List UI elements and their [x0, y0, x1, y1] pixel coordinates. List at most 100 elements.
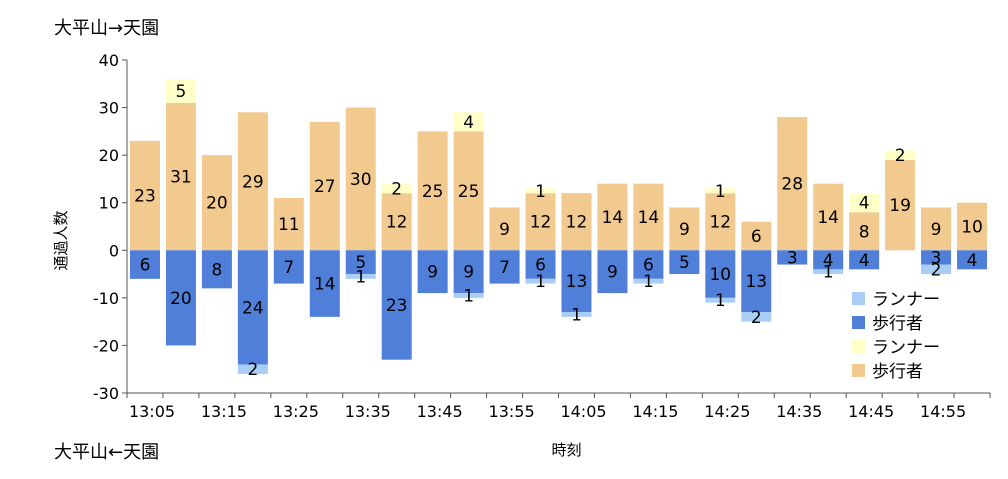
- data-label: 5: [679, 253, 690, 273]
- bar-segment: [381, 250, 412, 360]
- bar-segment: [561, 312, 592, 317]
- x-tick-label: 13:25: [273, 402, 319, 421]
- data-label: 1: [535, 182, 546, 202]
- data-label: 9: [427, 263, 438, 283]
- bar-segment: [417, 250, 448, 294]
- bottom-direction-label: 大平山←天園: [54, 442, 160, 463]
- bar-segment: [813, 183, 844, 251]
- data-label: 4: [463, 113, 474, 133]
- data-label: 3: [931, 248, 942, 268]
- x-tick-label: 14:05: [560, 402, 606, 421]
- y-tick-label: -30: [93, 384, 119, 403]
- bar-segment: [957, 250, 988, 270]
- bar-segment: [165, 102, 196, 251]
- bar-segment: [345, 274, 376, 279]
- x-tick-label: 13:35: [345, 402, 391, 421]
- data-label: 4: [859, 194, 870, 214]
- data-label: 1: [463, 286, 474, 306]
- legend-swatch: [852, 364, 865, 377]
- data-label: 20: [170, 289, 192, 309]
- x-tick-label: 14:55: [920, 402, 966, 421]
- data-label: 4: [823, 251, 834, 271]
- bar-segment: [453, 112, 484, 132]
- bar-segment: [597, 183, 628, 251]
- bar-segment: [957, 202, 988, 251]
- data-label: 12: [566, 213, 588, 233]
- data-label: 12: [386, 213, 408, 233]
- bar-segment: [633, 250, 664, 279]
- bar-segment: [813, 269, 844, 275]
- data-label: 14: [638, 208, 660, 228]
- data-label: 6: [535, 256, 546, 276]
- data-label: 25: [458, 182, 480, 202]
- bar-segment: [705, 250, 736, 298]
- data-label: 8: [211, 260, 222, 280]
- bar-segment: [669, 250, 700, 275]
- data-label: 2: [247, 360, 258, 380]
- bar-segment: [741, 250, 772, 313]
- bar-segment: [525, 250, 556, 279]
- data-label: 7: [499, 258, 510, 278]
- legend-label: 歩行者: [872, 362, 923, 382]
- bar-segment: [561, 250, 592, 313]
- bar-segment: [597, 250, 628, 294]
- x-tick-label: 14:15: [632, 402, 678, 421]
- data-label: 1: [823, 263, 834, 283]
- bar-segment: [273, 250, 304, 284]
- data-label: 4: [967, 251, 978, 271]
- bar-segment: [525, 278, 556, 284]
- data-label: 23: [134, 187, 156, 207]
- bar-segment: [849, 212, 880, 251]
- bar-segment: [381, 193, 412, 251]
- bar-segment: [849, 250, 880, 270]
- bar-segment: [201, 155, 232, 251]
- data-label: 6: [140, 256, 151, 276]
- data-label: 8: [859, 222, 870, 242]
- data-label: 9: [463, 263, 474, 283]
- data-label: 1: [643, 272, 654, 292]
- bar-segment: [525, 193, 556, 251]
- data-label: 13: [566, 272, 588, 292]
- data-label: 19: [889, 196, 911, 216]
- data-label: 1: [715, 291, 726, 311]
- legend-label: 歩行者: [872, 314, 923, 334]
- bar-segment: [453, 131, 484, 251]
- data-label: 4: [859, 251, 870, 271]
- x-tick-label: 13:15: [201, 402, 247, 421]
- y-tick-label: 30: [99, 99, 119, 118]
- bar-segment: [705, 297, 736, 303]
- bar-segment: [921, 264, 952, 275]
- bar-segment: [273, 197, 304, 251]
- data-label: 28: [781, 175, 803, 195]
- data-label: 23: [386, 296, 408, 316]
- data-label: 11: [278, 215, 300, 235]
- bar-segment: [165, 79, 196, 103]
- bar-segment: [777, 117, 808, 251]
- data-label: 14: [602, 208, 624, 228]
- x-tick-label: 13:55: [489, 402, 535, 421]
- bar-segment: [813, 250, 844, 270]
- legend-swatch: [852, 316, 865, 329]
- data-label: 1: [355, 267, 366, 287]
- data-label: 9: [679, 220, 690, 240]
- bar-segment: [489, 207, 520, 251]
- bar-segment: [417, 131, 448, 251]
- bar-segment: [633, 183, 664, 251]
- data-label: 6: [643, 256, 654, 276]
- data-label: 20: [206, 194, 228, 214]
- data-label: 10: [961, 218, 983, 238]
- bar-segment: [849, 193, 880, 213]
- data-label: 27: [314, 177, 336, 197]
- bar-segment: [777, 250, 808, 265]
- bar-segment: [237, 364, 268, 374]
- data-label: 2: [751, 308, 762, 328]
- data-label: 14: [314, 275, 336, 295]
- data-label: 1: [535, 272, 546, 292]
- bar-segment: [309, 121, 340, 251]
- data-label: 1: [715, 182, 726, 202]
- data-label: 29: [242, 172, 264, 192]
- y-tick-label: 10: [99, 194, 119, 213]
- bar-segment: [237, 112, 268, 251]
- y-axis-title: 通過人数: [52, 210, 70, 270]
